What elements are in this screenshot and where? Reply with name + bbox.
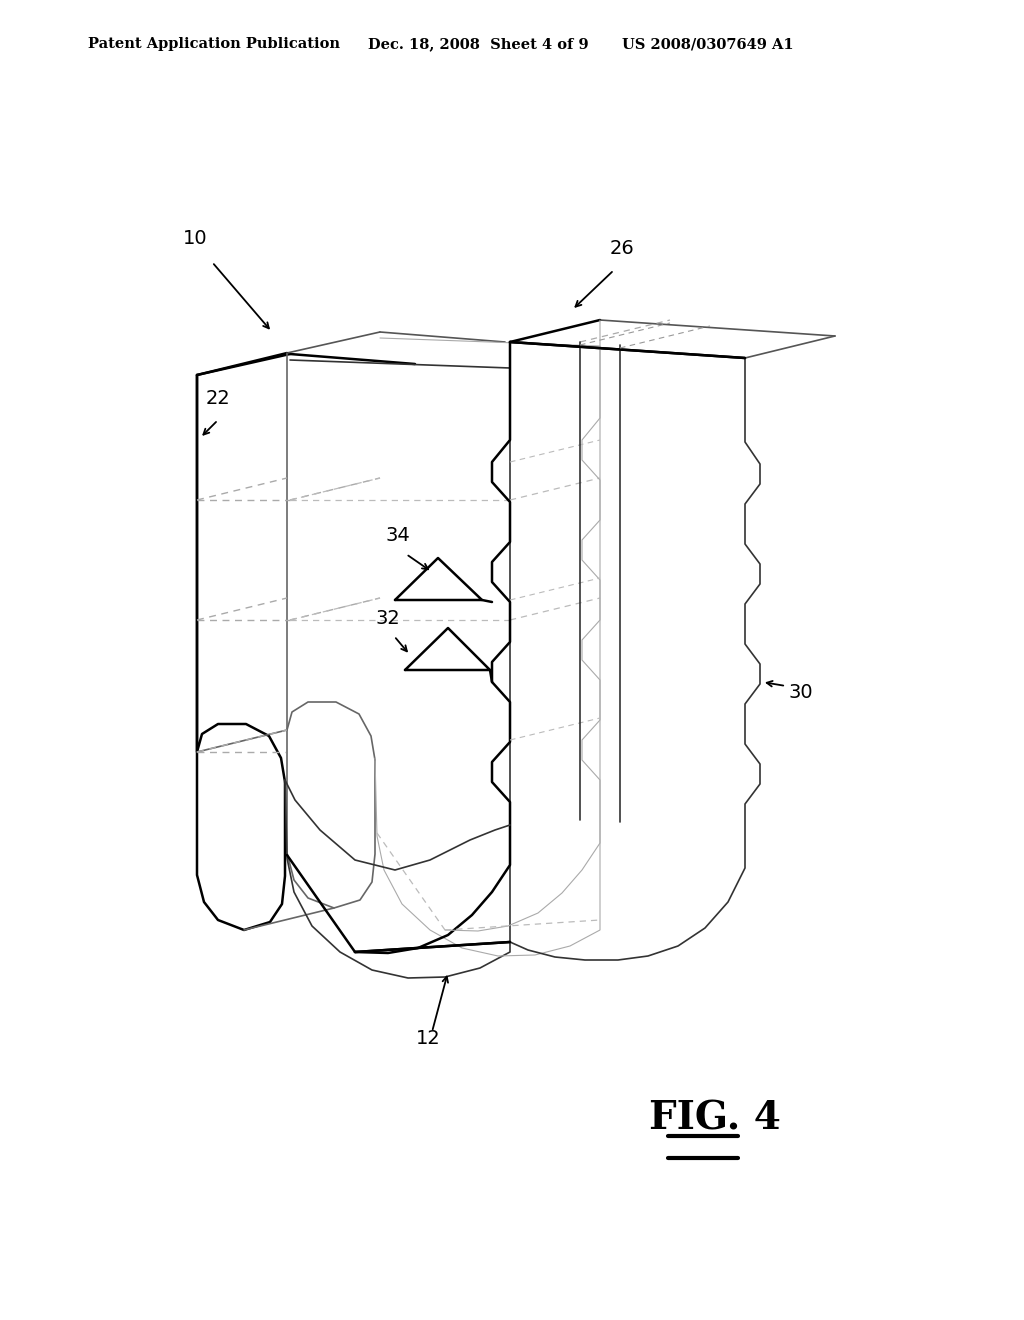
Text: 32: 32 [376,609,400,628]
Text: US 2008/0307649 A1: US 2008/0307649 A1 [622,37,794,51]
Text: 34: 34 [386,525,411,545]
Text: Dec. 18, 2008  Sheet 4 of 9: Dec. 18, 2008 Sheet 4 of 9 [368,37,589,51]
Text: 26: 26 [609,239,635,257]
Text: Patent Application Publication: Patent Application Publication [88,37,340,51]
Text: 10: 10 [182,228,207,248]
Text: FIG. 4: FIG. 4 [649,1100,781,1138]
Text: 30: 30 [788,682,813,701]
Text: 12: 12 [416,1030,440,1048]
Text: 22: 22 [206,389,230,408]
